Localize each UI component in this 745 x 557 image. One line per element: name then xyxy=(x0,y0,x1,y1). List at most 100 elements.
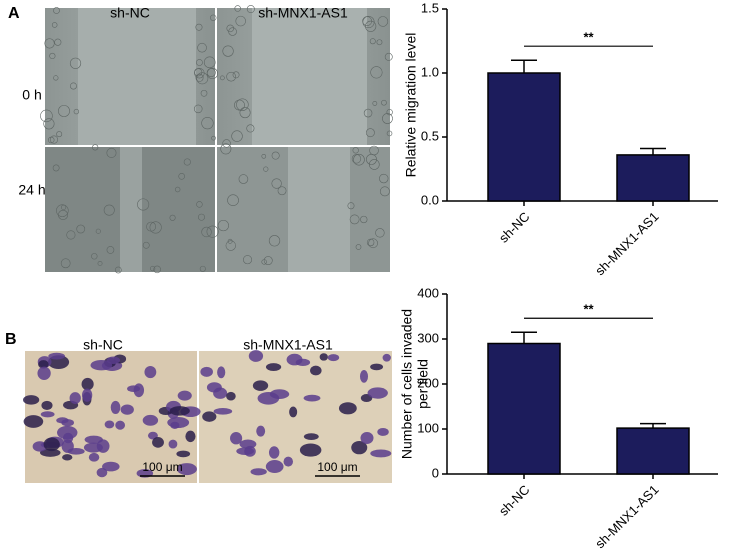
cell xyxy=(377,16,389,27)
cell xyxy=(92,144,99,151)
cell xyxy=(40,109,53,123)
cell xyxy=(327,354,340,362)
cell xyxy=(382,113,393,124)
cell xyxy=(56,131,63,138)
cell xyxy=(102,461,120,472)
cell xyxy=(252,380,269,391)
cell xyxy=(268,446,280,459)
cell xyxy=(168,439,178,449)
cell xyxy=(226,24,234,33)
column-label: sh-MNX1-AS1 xyxy=(243,337,333,353)
cell xyxy=(213,408,233,415)
cell xyxy=(310,365,322,376)
cell xyxy=(351,440,368,455)
significance-label: ** xyxy=(583,30,594,45)
column-label: sh-MNX1-AS1 xyxy=(258,5,348,21)
cell xyxy=(38,360,49,369)
cell xyxy=(319,353,328,361)
cell xyxy=(246,5,255,14)
cell xyxy=(377,427,389,436)
cell xyxy=(238,174,249,184)
scratch-images xyxy=(40,5,393,274)
cell xyxy=(193,104,203,114)
cell xyxy=(53,75,59,81)
cell xyxy=(367,387,388,399)
cell xyxy=(220,143,232,155)
panel-label: A xyxy=(8,5,20,22)
cell xyxy=(368,159,380,170)
bar xyxy=(487,342,561,475)
cell xyxy=(360,215,368,224)
cell xyxy=(226,71,236,82)
cell xyxy=(57,425,78,440)
cell xyxy=(256,425,266,437)
cell xyxy=(271,151,280,160)
cell xyxy=(220,75,225,81)
cell xyxy=(177,390,192,401)
y-tick-label: 0 xyxy=(432,465,439,480)
y-tick-label: 0.5 xyxy=(421,128,439,143)
cell xyxy=(169,406,190,416)
panel-label: B xyxy=(5,331,17,348)
cell xyxy=(53,7,60,14)
cell xyxy=(370,363,384,371)
y-tick-label: 300 xyxy=(417,330,439,345)
cell xyxy=(23,395,40,405)
cell xyxy=(183,158,191,166)
cell xyxy=(265,363,282,371)
cell xyxy=(366,238,375,247)
cell xyxy=(120,404,134,415)
cell xyxy=(110,400,121,415)
x-tick-label: sh-MNX1-AS1 xyxy=(592,482,661,551)
row-label: 0 h xyxy=(22,87,41,103)
cell xyxy=(41,400,53,410)
cell xyxy=(52,164,60,172)
cell xyxy=(286,353,303,366)
cell xyxy=(106,246,115,254)
cell xyxy=(246,124,255,133)
cell xyxy=(243,255,253,265)
cell xyxy=(203,56,216,69)
cell xyxy=(370,66,383,79)
cell xyxy=(91,253,98,260)
cell xyxy=(153,265,161,274)
cell xyxy=(198,213,205,221)
cell xyxy=(368,238,378,249)
cell xyxy=(269,389,290,399)
cell xyxy=(44,38,55,49)
cell xyxy=(200,366,213,377)
cell xyxy=(232,71,240,79)
cell xyxy=(370,449,392,458)
cell xyxy=(82,388,93,402)
cell xyxy=(239,439,257,449)
cell xyxy=(271,178,282,189)
cell xyxy=(49,52,56,60)
cell xyxy=(76,224,86,234)
cell xyxy=(384,52,393,61)
cell xyxy=(196,59,203,66)
cell xyxy=(69,57,82,69)
cell xyxy=(47,136,55,144)
cell xyxy=(210,14,217,21)
scale-label: 100 μm xyxy=(142,460,182,474)
column-label: sh-NC xyxy=(110,5,150,21)
cell xyxy=(201,226,212,238)
cell xyxy=(137,198,150,211)
cell xyxy=(353,153,365,166)
cell xyxy=(176,450,191,458)
row-label: 24 h xyxy=(18,182,45,198)
cell xyxy=(88,452,100,462)
y-tick-label: 1.0 xyxy=(421,64,439,79)
cell xyxy=(225,240,236,251)
cell xyxy=(206,382,222,393)
cell xyxy=(379,186,390,197)
cell xyxy=(206,225,219,238)
cell xyxy=(200,89,208,97)
cell xyxy=(39,448,61,457)
cell xyxy=(235,15,246,27)
cell xyxy=(222,45,234,57)
y-tick-label: 0.0 xyxy=(421,192,439,207)
cell xyxy=(381,99,387,106)
cell xyxy=(230,432,243,445)
